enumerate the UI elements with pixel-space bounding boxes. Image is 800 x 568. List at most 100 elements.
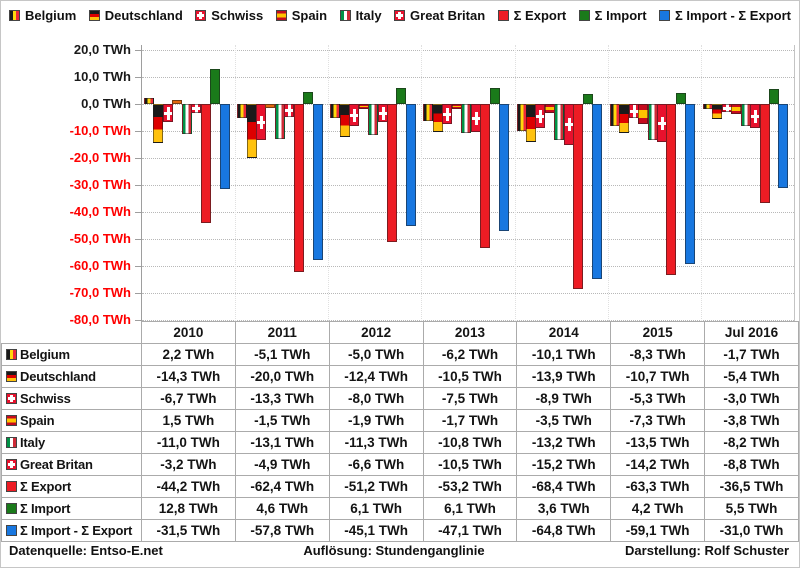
group-separator [328,45,329,321]
table-value-cell: -10,5 TWh [422,453,518,476]
table-row-deutschland: Deutschland -14,3 TWh -20,0 TWh -12,4 TWh -1… [1,365,799,388]
bar-sum-export-2011 [294,104,304,272]
bar-spain-Jul-2016 [731,104,741,114]
y-axis-label: 20,0 TWh [73,42,131,57]
table-value-cell: -3,0 TWh [704,387,799,410]
group-separator [701,45,702,321]
table-value-cell: -10,1 TWh [516,343,612,366]
spain-flag-icon [6,415,17,426]
table-value-cell: -13,2 TWh [516,431,612,454]
table-year-header: 2011 [234,321,330,344]
table-value-cell: 4,6 TWh [234,497,330,520]
gridline [142,293,794,294]
row-label: Great Britan [20,457,93,472]
bar-schwiss-2014 [535,104,545,128]
bar-italy-2013 [461,104,471,133]
table-value-cell: -1,7 TWh [422,409,518,432]
legend-label: Deutschland [104,8,183,23]
legend-label: Σ Import [594,8,647,23]
legend-item-sum-import: Σ Import [578,8,647,23]
table-value-cell: -68,4 TWh [516,475,612,498]
table-value-cell: -31,0 TWh [704,519,799,542]
bar-italy-2012 [368,104,378,135]
legend-item-spain: Spain [275,8,327,23]
table-value-cell: -6,7 TWh [141,387,236,410]
table-value-cell: -8,9 TWh [516,387,612,410]
bar-sum-import-2015 [676,93,686,104]
table-value-cell: -1,7 TWh [704,343,799,366]
gridline [142,50,794,51]
bar-belgium-2010 [144,98,154,104]
import-minus-export-flag-icon [6,525,17,536]
gridline [142,77,794,78]
table-year-header: 2014 [516,321,612,344]
y-axis-label: 0,0 TWh [81,96,131,111]
axis-tick [135,212,141,213]
row-label: Schwiss [20,391,71,406]
legend-item-sum-export: Σ Export [497,8,566,23]
legend-label: Italy [355,8,382,23]
table-label-cell: Belgium [1,343,142,366]
bar-great-britan-2010 [191,104,201,113]
bar-sum-import-2014 [583,94,593,104]
sum-export-flag-icon [6,481,17,492]
gridline [142,212,794,213]
table-value-cell: -14,2 TWh [610,453,706,476]
group-separator [608,45,609,321]
bar-italy-2011 [275,104,285,139]
bar-import-minus-export-2015 [685,104,695,264]
table-label-cell: Deutschland [1,365,142,388]
table-value-cell: -5,0 TWh [328,343,424,366]
group-separator [421,45,422,321]
bar-schwiss-2011 [256,104,266,140]
axis-tick [135,131,141,132]
bar-schwiss-2012 [349,104,359,126]
axis-tick [135,293,141,294]
bar-import-minus-export-2012 [406,104,416,226]
y-axis-label: -60,0 TWh [69,258,131,273]
table-value-cell: -1,9 TWh [328,409,424,432]
bar-sum-import-2013 [490,88,500,104]
legend-item-italy: Italy [339,8,382,23]
bar-spain-2015 [638,104,648,124]
table-value-cell: -13,3 TWh [234,387,330,410]
table-value-cell: 2,2 TWh [141,343,236,366]
legend: Belgium Deutschland Schwiss Spain Italy Great… [9,8,791,23]
footer-author: Darstellung: Rolf Schuster [625,543,789,558]
table-value-cell: -59,1 TWh [610,519,706,542]
y-axis-label: -30,0 TWh [69,177,131,192]
bar-italy-2014 [554,104,564,140]
table-label-cell: Σ Export [1,475,142,498]
legend-item-great-britan: Great Britan [394,8,485,23]
bar-sum-import-2010 [210,69,220,104]
bar-import-minus-export-2013 [499,104,509,231]
legend-label: Belgium [25,8,77,23]
row-label: Σ Import - Σ Export [20,523,133,538]
table-year-header: 2012 [328,321,424,344]
bar-sum-export-2014 [573,104,583,289]
legend-item-belgium: Belgium [9,8,76,23]
bar-sum-import-2011 [303,92,313,104]
table-value-cell: -11,3 TWh [328,431,424,454]
legend-label: Schwiss [211,8,264,23]
table-year-header: 2010 [141,321,236,344]
axis-tick [135,50,141,51]
table-value-cell: -8,3 TWh [610,343,706,366]
y-axis-label: -70,0 TWh [69,285,131,300]
table-value-cell: 5,5 TWh [704,497,799,520]
belgium-flag-icon [9,10,20,21]
y-axis-label: -10,0 TWh [69,123,131,138]
table-header-row: 2010 2011 2012 2013 2014 2015 Jul 2016 [2,321,799,344]
table-value-cell: -7,3 TWh [610,409,706,432]
gridline [142,239,794,240]
table-value-cell: -63,3 TWh [610,475,706,498]
table-value-cell: -47,1 TWh [422,519,518,542]
table-row-italy: Italy -11,0 TWh -13,1 TWh -11,3 TWh -10,8 TW… [1,431,799,454]
bar-sum-export-2010 [201,104,211,223]
table-year-header: 2015 [610,321,706,344]
table-value-cell: -10,5 TWh [422,365,518,388]
y-axis-label: 10,0 TWh [73,69,131,84]
row-label: Spain [20,413,55,428]
table-label-cell: Italy [1,431,142,454]
bar-schwiss-2010 [163,104,173,122]
